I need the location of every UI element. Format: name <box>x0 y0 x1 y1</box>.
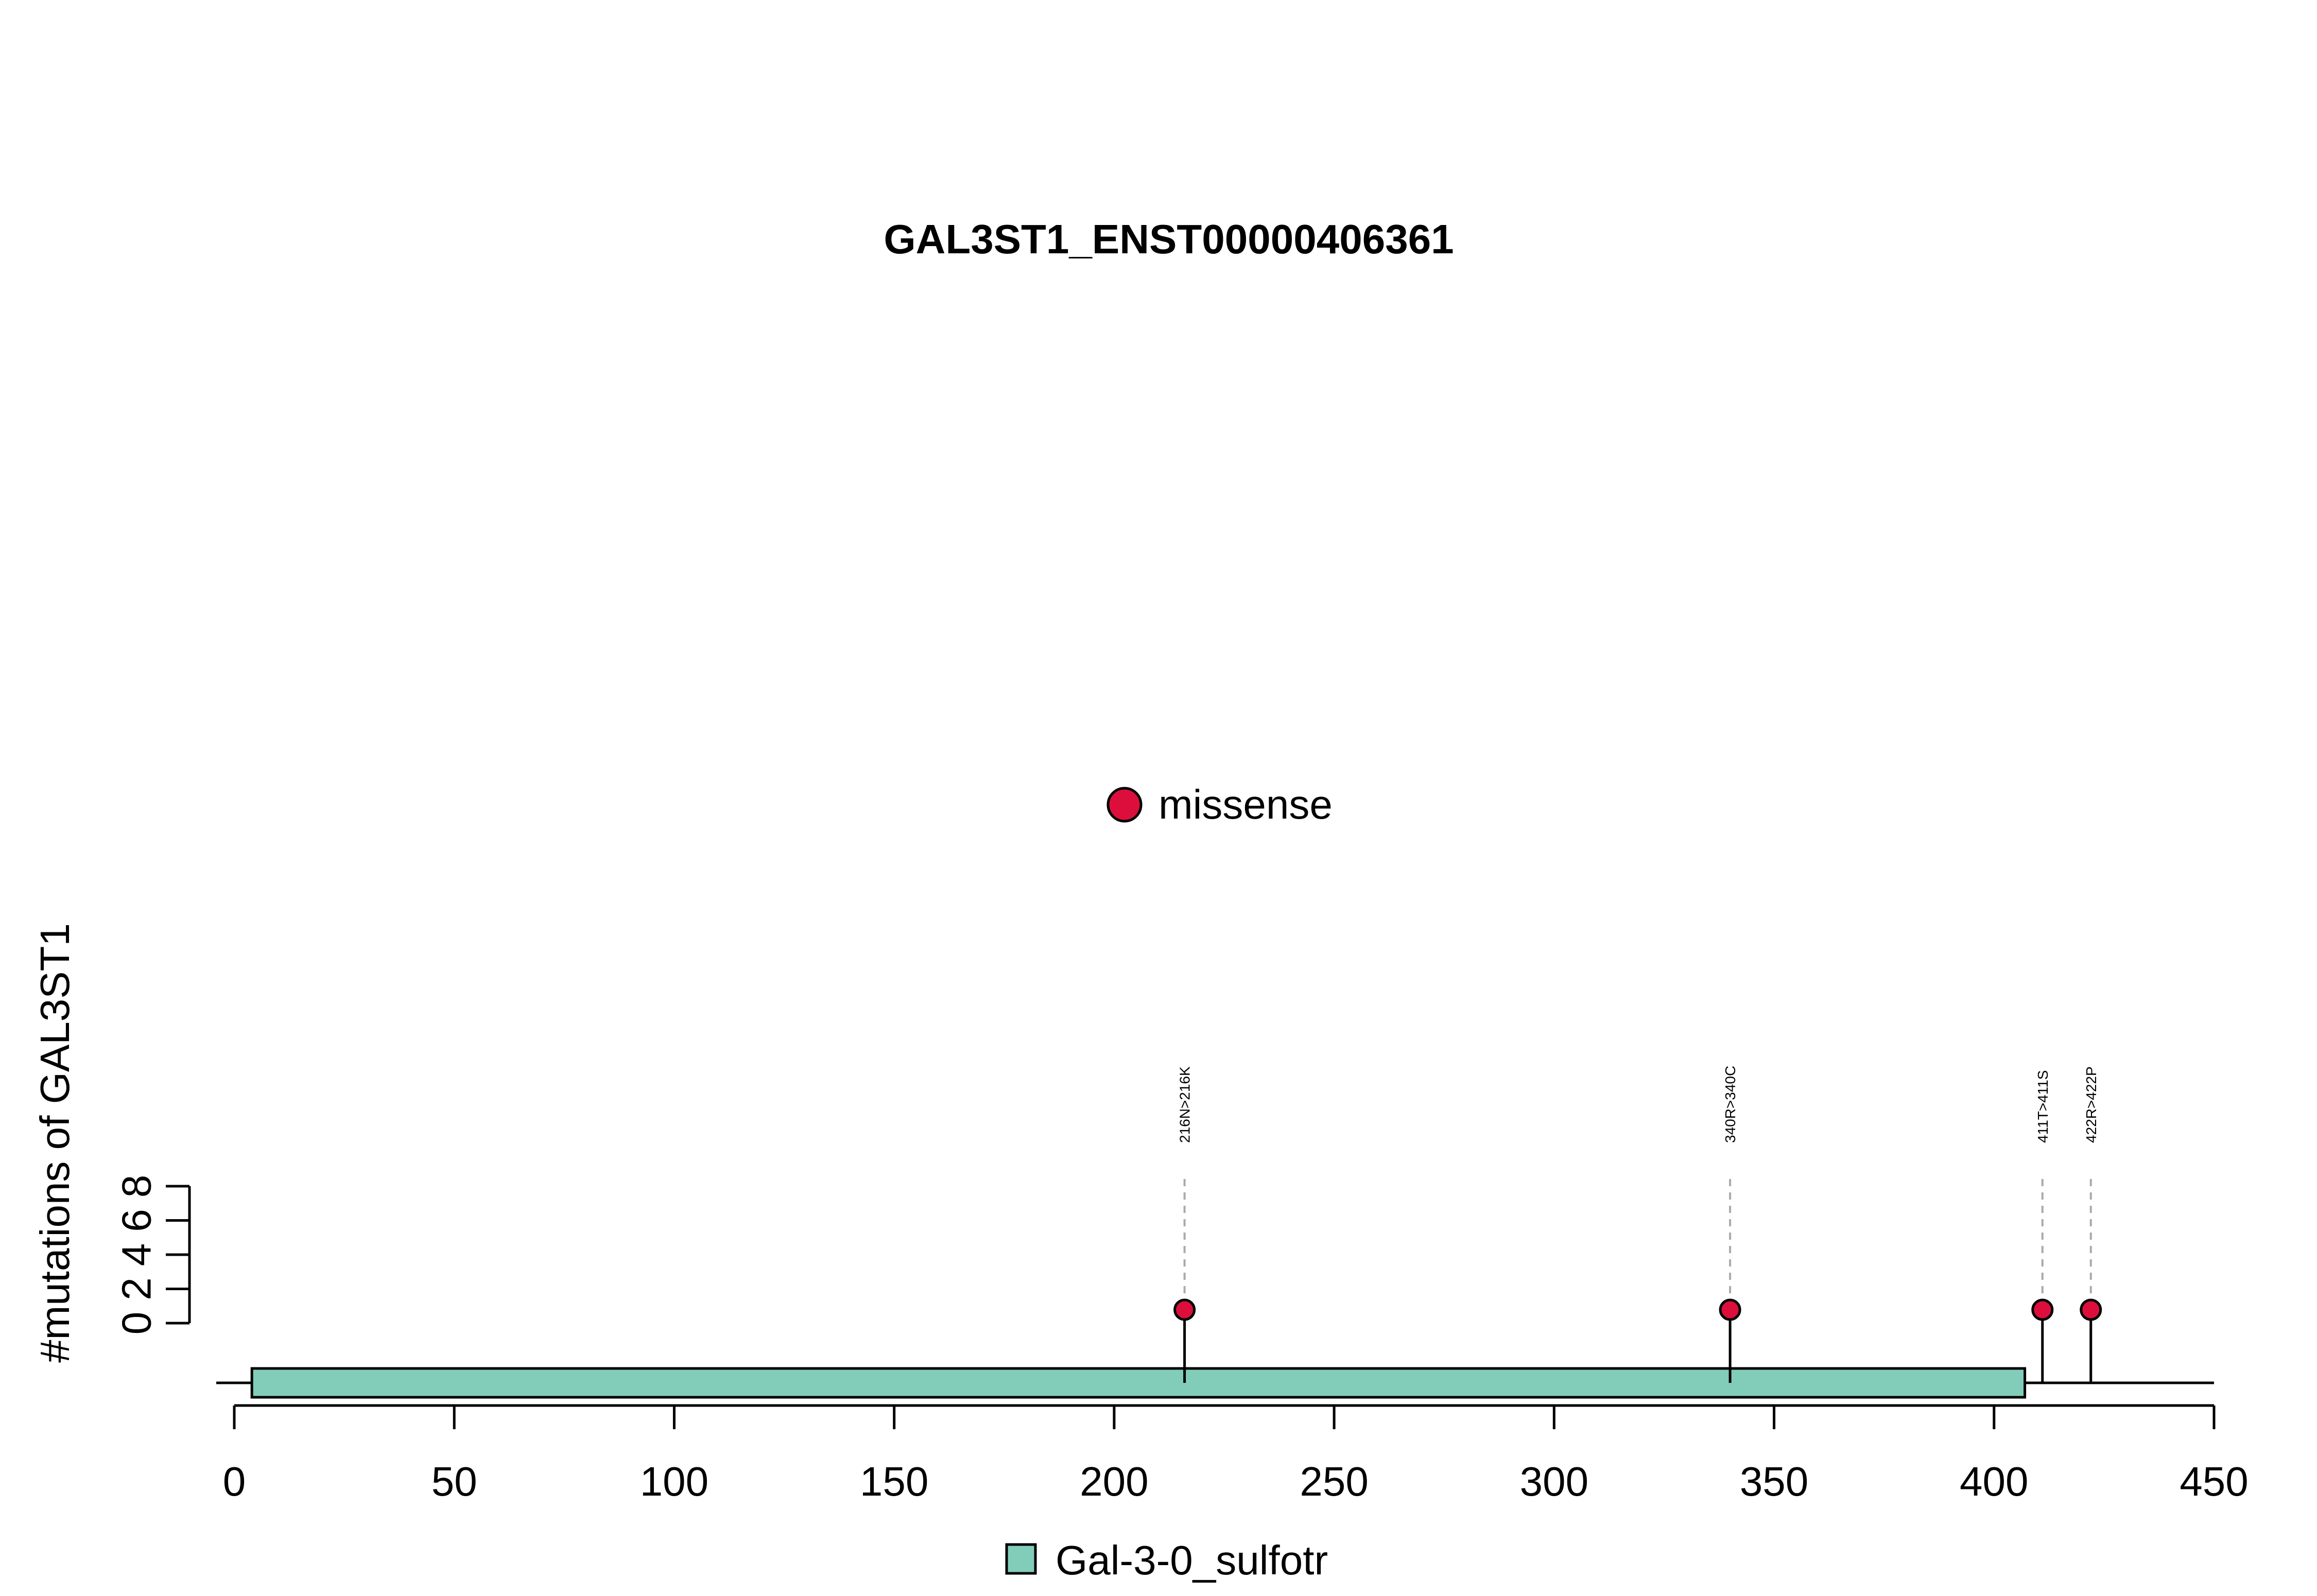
y-tick-label-8: 8 <box>114 1175 160 1198</box>
mutation-216-label: 216N>216K <box>1177 1066 1193 1143</box>
mutation-422-label: 422R>422P <box>2083 1066 2099 1143</box>
x-tick-label-350: 350 <box>1740 1459 1808 1504</box>
mutation-216-dot <box>1173 1298 1196 1321</box>
x-tick-label-50: 50 <box>431 1459 477 1504</box>
y-axis-label: #mutations of GAL3ST1 <box>32 923 78 1363</box>
x-tick-label-150: 150 <box>860 1459 928 1504</box>
domain-legend: Gal-3-0_sulfotr <box>1005 1537 1328 1583</box>
x-tick-label-300: 300 <box>1520 1459 1588 1504</box>
x-tick-label-0: 0 <box>223 1459 246 1504</box>
legend-label-missense: missense <box>1158 782 1333 827</box>
domain-gal-3-0-sulfotr <box>250 1367 2027 1399</box>
mutation-422-dot <box>2080 1298 2102 1321</box>
mutation-340-dot <box>1719 1298 1741 1321</box>
x-tick-label-100: 100 <box>640 1459 708 1504</box>
mutation-411-label: 411T>411S <box>2035 1070 2051 1143</box>
mutation-layer: 216N>216K 340R>340C 411T>411S 422R>422P <box>1173 1066 2102 1383</box>
x-tick-label-200: 200 <box>1080 1459 1148 1504</box>
mutation-411-dot <box>2031 1298 2054 1321</box>
legend-marker-missense <box>1106 787 1143 823</box>
y-axis: 0 2 4 6 8 <box>114 1175 191 1335</box>
x-tick-label-450: 450 <box>2180 1459 2248 1504</box>
chart-title: GAL3ST1_ENST00000406361 <box>884 216 1454 262</box>
legend-swatch-domain <box>1005 1543 1037 1575</box>
x-tick-label-250: 250 <box>1300 1459 1368 1504</box>
x-tick-label-400: 400 <box>1960 1459 2028 1504</box>
y-tick-label-2: 2 <box>114 1277 160 1300</box>
x-axis: 0 50 100 150 200 250 300 350 400 450 <box>223 1404 2249 1504</box>
y-tick-label-0: 0 <box>114 1312 160 1335</box>
domain-layer <box>250 1367 2027 1399</box>
mutation-340-label: 340R>340C <box>1722 1066 1738 1143</box>
legend-label-domain: Gal-3-0_sulfotr <box>1056 1537 1328 1583</box>
y-tick-label-4: 4 <box>114 1243 160 1267</box>
mutation-legend: missense <box>1106 782 1333 827</box>
y-tick-label-6: 6 <box>114 1209 160 1232</box>
